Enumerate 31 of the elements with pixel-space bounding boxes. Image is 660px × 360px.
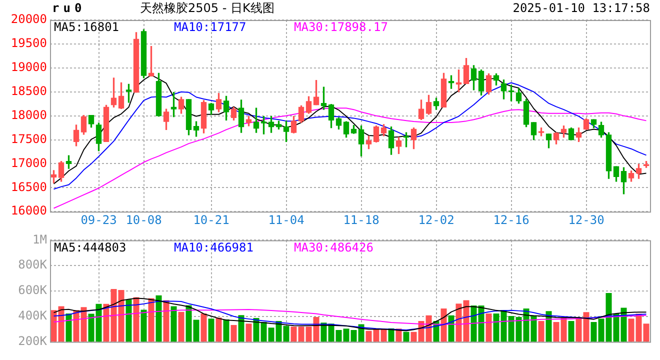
x-tick-label: 12-30	[568, 212, 604, 227]
text: MA10:466981	[174, 240, 254, 254]
y-tick-label: 16000	[10, 204, 47, 218]
x-tick-label: 12-16	[493, 212, 530, 227]
y-tick-label: 19000	[10, 60, 47, 74]
x-tick-label: 10-21	[193, 212, 230, 227]
y-tick-label: 200K	[18, 334, 48, 348]
y-tick-label: 600K	[18, 283, 48, 298]
y-tick-label: 19500	[10, 36, 47, 50]
y-tick-label: 400K	[18, 308, 48, 323]
text: MA30:17898.17	[294, 20, 388, 34]
text: MA30:486426	[294, 240, 374, 254]
y-tick-label: 16500	[10, 180, 47, 194]
y-tick-label: 17500	[10, 132, 47, 146]
y-tick-label: 18000	[10, 108, 47, 122]
text: MA10:17177	[174, 20, 246, 34]
text: 2025-01-10 13:17:58	[512, 1, 650, 15]
x-tick-label: 10-08	[126, 212, 162, 227]
y-tick-label: 1M	[32, 232, 47, 246]
y-tick-label: 17000	[10, 156, 47, 170]
text: MA5:444803	[54, 240, 126, 254]
x-tick-label: 11-18	[343, 212, 380, 227]
y-tick-label: 20000	[10, 12, 47, 26]
y-tick-label: 800K	[18, 258, 48, 272]
text: ru0	[52, 1, 86, 15]
x-tick-label: 12-02	[418, 212, 454, 227]
x-tick-label: 11-04	[268, 212, 304, 227]
y-tick-label: 18500	[10, 84, 47, 98]
text: MA5:16801	[54, 20, 120, 34]
x-tick-label: 09-23	[80, 212, 117, 227]
chart-title: 天然橡胶2505 - 日K线图	[140, 1, 274, 15]
